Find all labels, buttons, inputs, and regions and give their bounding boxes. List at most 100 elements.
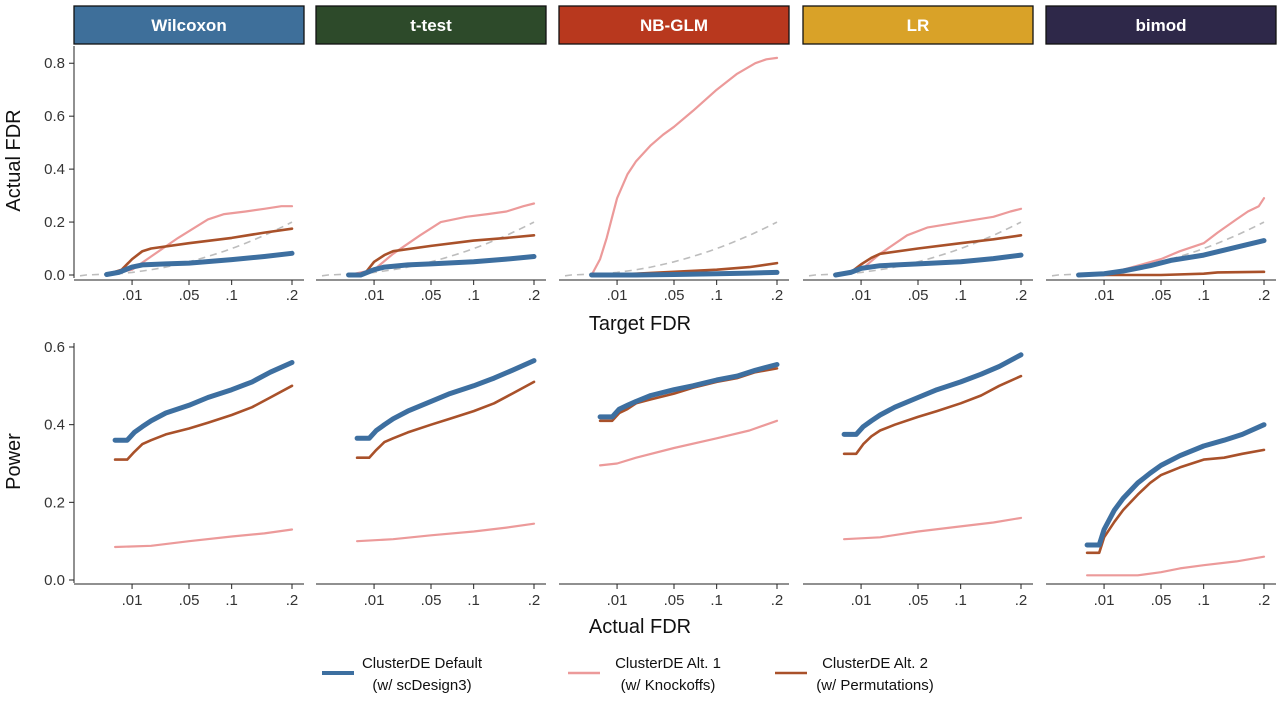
x-tick-label: .2	[286, 592, 299, 609]
x-tick-label: .2	[1015, 592, 1028, 609]
facet-strip-label: NB-GLM	[640, 16, 708, 35]
panel-r1-p4: .01 .05 .1 .2	[1046, 422, 1276, 609]
x-tick-label: .1	[225, 287, 238, 304]
y-tick-label: 0.4	[44, 417, 65, 434]
series-line-default	[833, 252, 1024, 278]
facet-strip-box	[315, 5, 547, 45]
facet-strip-label: t-test	[410, 16, 452, 35]
y-tick-label: 0.6	[44, 108, 65, 125]
x-tick-label: .05	[664, 287, 685, 304]
series-line-alt1	[842, 516, 1023, 541]
x-tick-label: .01	[364, 287, 385, 304]
facet-strip-0: Wilcoxon	[73, 5, 305, 45]
x-tick-label: .1	[1197, 592, 1210, 609]
x-tick-label: .2	[1015, 287, 1028, 304]
x-tick-label: .01	[1094, 592, 1115, 609]
series-line-default	[112, 360, 295, 443]
y-tick-label: 0.8	[44, 55, 65, 72]
series-line-alt1	[356, 522, 536, 543]
series-line-alt2	[355, 380, 536, 460]
y-tick-label: 0.0	[44, 572, 65, 589]
x-tick-label: .1	[954, 592, 967, 609]
series-line-default	[841, 352, 1024, 437]
series-line-alt1	[347, 202, 536, 277]
facet-strip-box	[1045, 5, 1277, 45]
x-tick-label: .05	[908, 287, 929, 304]
x-tick-label: .05	[908, 592, 929, 609]
x-tick-label: .01	[607, 287, 628, 304]
x-tick-label: .2	[528, 592, 541, 609]
x-tick-label: .05	[421, 287, 442, 304]
panel-r1-p3: .01 .05 .1 .2	[803, 352, 1033, 609]
series-line-default	[1076, 238, 1267, 278]
facet-strip-label: bimod	[1136, 16, 1187, 35]
facet-strip-2: NB-GLM	[558, 5, 790, 45]
panel-r0-p4: .01 .05 .1 .2	[1046, 197, 1276, 304]
legend-item-alt2: ClusterDE Alt. 2 (w/ Permutations)	[775, 655, 934, 694]
panel-r0-p2: .01 .05 .1 .2	[559, 56, 789, 304]
facet-strip-box	[73, 5, 305, 45]
facet-strip-1: t-test	[315, 5, 547, 45]
facet-strip-box	[802, 5, 1034, 45]
x-tick-label: .05	[664, 592, 685, 609]
legend-item-default: ClusterDE Default (w/ scDesign3)	[322, 655, 483, 694]
x-tick-label: .01	[122, 287, 143, 304]
x-tick-label: .1	[954, 287, 967, 304]
x-tick-label: .1	[1197, 287, 1210, 304]
x-tick-label: .2	[1258, 287, 1271, 304]
panel-r0-p1: .01 .05 .1 .2	[316, 202, 546, 304]
x-axis-title-row-0: Target FDR	[589, 313, 691, 335]
legend-label-line1: ClusterDE Default	[362, 655, 483, 672]
series-line-default	[354, 358, 537, 441]
y-tick-label: 0.0	[44, 267, 65, 284]
panel-r1-p0: .01 .05 .1 .2	[74, 360, 304, 609]
legend-label-line2: (w/ Permutations)	[816, 677, 934, 694]
x-tick-label: .05	[421, 592, 442, 609]
series-line-alt1	[113, 528, 294, 549]
y-tick-label: 0.6	[44, 339, 65, 356]
x-tick-label: .2	[771, 287, 784, 304]
series-line-default	[597, 362, 780, 420]
x-tick-label: .2	[1258, 592, 1271, 609]
x-tick-label: .01	[1094, 287, 1115, 304]
panel-r1-p1: .01 .05 .1 .2	[316, 358, 546, 609]
x-tick-label: .1	[710, 287, 723, 304]
x-tick-label: .2	[771, 592, 784, 609]
x-tick-label: .1	[467, 592, 480, 609]
y-tick-label: 0.4	[44, 161, 65, 178]
y-axis-row-1: 0.0 0.2 0.4 0.6	[44, 339, 75, 589]
series-line-alt2	[113, 384, 294, 461]
series-line-alt2	[1085, 448, 1266, 555]
panel-r1-p2: .01 .05 .1 .2	[559, 362, 789, 609]
panel-r0-p3: .01 .05 .1 .2	[803, 207, 1033, 304]
x-tick-label: .2	[286, 287, 299, 304]
x-tick-label: .05	[179, 287, 200, 304]
series-line-alt2	[598, 367, 779, 423]
x-tick-label: .1	[467, 287, 480, 304]
series-line-alt2	[105, 227, 294, 276]
y-axis-row-0: 0.0 0.2 0.4 0.6 0.8	[44, 46, 75, 284]
series-line-alt1	[590, 56, 779, 277]
x-tick-label: .1	[225, 592, 238, 609]
facet-strip-3: LR	[802, 5, 1034, 45]
legend: ClusterDE Default(w/ scDesign3)ClusterDE…	[322, 655, 934, 694]
reference-line	[564, 221, 778, 277]
series-line-default	[589, 269, 780, 278]
x-tick-label: .01	[851, 287, 872, 304]
x-tick-label: .2	[528, 287, 541, 304]
series-line-alt1	[598, 419, 779, 467]
facet-strip-box	[558, 5, 790, 45]
series-line-alt2	[1077, 270, 1266, 277]
series-line-alt1	[834, 207, 1023, 277]
x-axis-title-row-1: Actual FDR	[589, 616, 691, 638]
y-tick-label: 0.2	[44, 214, 65, 231]
facet-strip-label: LR	[907, 16, 930, 35]
y-tick-label: 0.2	[44, 494, 65, 511]
x-tick-label: .01	[122, 592, 143, 609]
x-tick-label: .01	[364, 592, 385, 609]
x-tick-label: .1	[710, 592, 723, 609]
legend-item-alt1: ClusterDE Alt. 1 (w/ Knockoffs)	[568, 655, 721, 694]
series-line-alt1	[1085, 555, 1266, 577]
series-line-alt2	[842, 374, 1023, 456]
x-tick-label: .05	[1151, 287, 1172, 304]
